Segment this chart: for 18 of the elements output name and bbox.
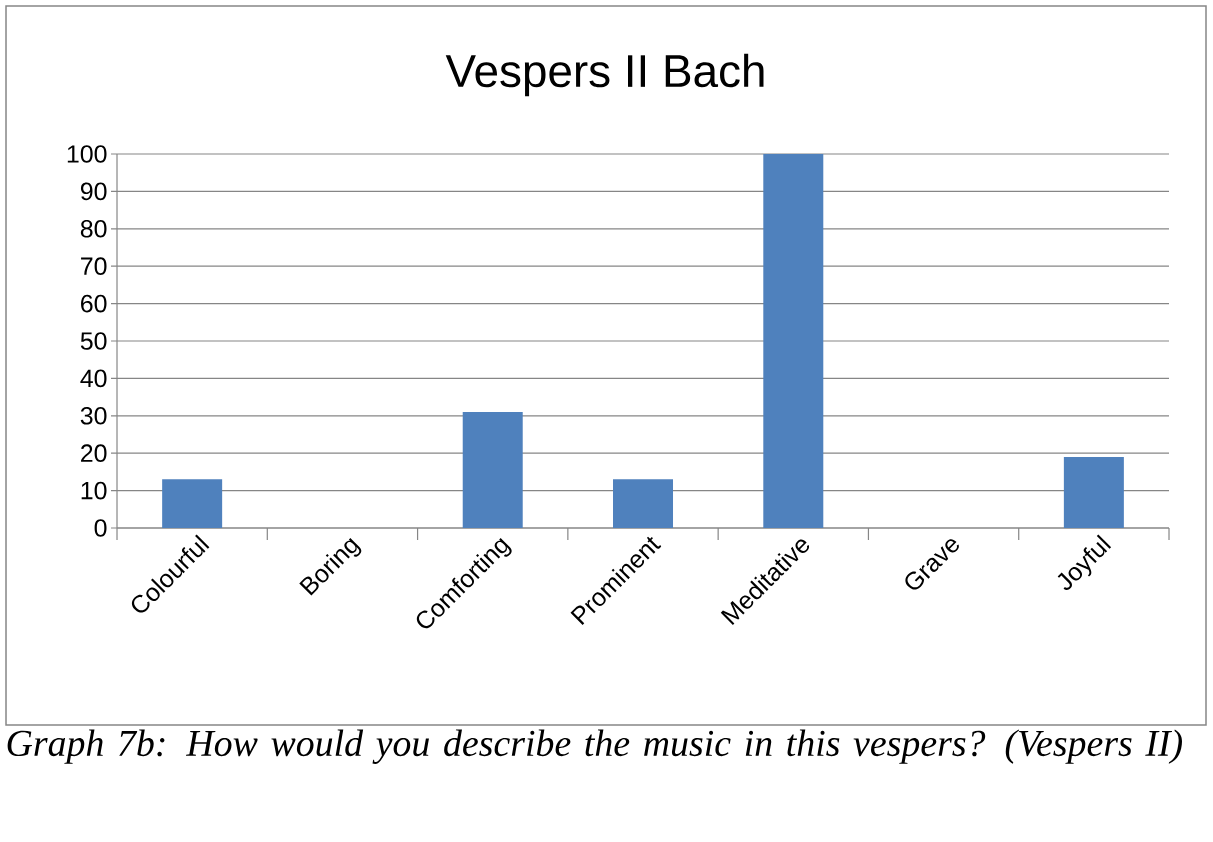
caption: Graph 7b: How would you describe the music in this vespers? (Vespers II) (7, 729, 1182, 764)
y-tick-label: 10 (81, 481, 107, 500)
y-tick-label: 60 (81, 294, 107, 313)
bar (462, 412, 523, 528)
y-tick-label: 70 (81, 257, 107, 276)
y-tick-label: 0 (94, 519, 107, 537)
y-tick-label: 30 (80, 406, 107, 425)
y-tick-label: 80 (80, 219, 107, 238)
y-tick-label: 40 (80, 369, 107, 388)
bar (613, 479, 674, 528)
y-tick-label: 50 (80, 332, 107, 350)
bar (162, 479, 223, 528)
bar (1063, 456, 1124, 528)
y-tick-label: 20 (81, 444, 107, 463)
chart-title: Vespers II Bach (445, 53, 764, 97)
y-tick-label: 90 (80, 182, 107, 201)
y-tick-label: 100 (67, 145, 107, 163)
bar (763, 153, 824, 528)
